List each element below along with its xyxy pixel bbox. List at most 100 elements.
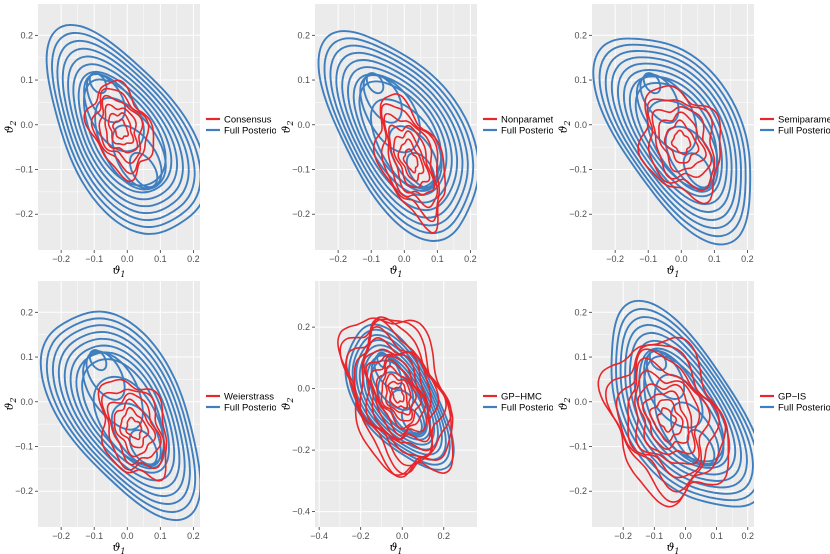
method-contour: [402, 148, 419, 174]
full-posterior-contour: [128, 429, 159, 466]
legend-label: Weierstrass: [224, 392, 274, 403]
x-tick-label: −0.1: [85, 254, 103, 264]
y-axis-title: ϑ2: [280, 398, 295, 411]
y-tick-label: 0.0: [297, 120, 310, 130]
method-contour: [101, 388, 166, 471]
x-tick-label: −0.1: [85, 531, 103, 541]
x-tick-label: −0.2: [52, 531, 70, 541]
method-contour: [369, 355, 427, 437]
x-tick-label: 0.2: [464, 254, 477, 264]
contour-layer: [39, 310, 200, 522]
x-tick-label: −0.2: [352, 531, 370, 541]
full-posterior-contour: [358, 80, 443, 189]
y-axis-title: ϑ2: [3, 398, 18, 411]
y-tick-label: 0.2: [297, 30, 310, 40]
legend-label: Full Posterior: [501, 403, 553, 414]
full-posterior-contour: [67, 55, 184, 208]
method-contour: [663, 119, 700, 164]
x-tick-label: 0.1: [154, 254, 167, 264]
full-posterior-contour: [592, 37, 752, 246]
y-axis-title: ϑ2: [557, 121, 572, 134]
legend-label: Consensus: [224, 115, 272, 126]
y-tick-label: 0.1: [297, 75, 310, 85]
method-contour: [656, 407, 678, 433]
y-axis-title: ϑ2: [280, 121, 295, 134]
y-tick-label: −0.1: [569, 441, 587, 451]
y-tick-label: 0.0: [20, 120, 33, 130]
method-contour: [90, 87, 150, 175]
full-posterior-contour: [111, 124, 163, 190]
y-tick-label: 0.1: [20, 75, 33, 85]
method-contour: [362, 336, 434, 452]
full-posterior-contour: [362, 349, 436, 446]
x-tick-label: −0.2: [329, 254, 347, 264]
x-tick-label: 0.0: [398, 254, 411, 264]
full-posterior-contour: [610, 299, 754, 508]
y-tick-label: 0.2: [20, 307, 33, 317]
legend-label: Full Posterior: [778, 126, 830, 137]
x-tick-label: 0.2: [742, 531, 755, 541]
method-contour: [380, 365, 417, 422]
method-contour: [627, 357, 711, 479]
x-tick-label: −0.2: [52, 254, 70, 264]
x-axis-title: ϑ1: [390, 541, 403, 554]
y-tick-label: 0.2: [574, 30, 587, 40]
full-posterior-contour: [335, 51, 464, 219]
method-contour: [98, 94, 144, 165]
y-tick-label: 0.2: [297, 322, 310, 332]
method-contour: [107, 112, 135, 146]
full-posterior-contour: [88, 349, 108, 372]
method-contour: [372, 93, 447, 234]
x-tick-label: 0.0: [121, 254, 134, 264]
full-posterior-contour: [619, 316, 754, 495]
full-posterior-contour: [75, 351, 170, 474]
chart-gp-hmc: −0.4 −0.2 0.0 0.2 0.2 0.0 −0.2 −0.4 ϑ1 ϑ2 GP−HMCFu…: [280, 281, 553, 554]
method-contour: [641, 390, 690, 451]
method-contour: [390, 386, 405, 404]
method-contour: [104, 103, 139, 154]
method-contour: [97, 378, 168, 482]
x-tick-label: −0.1: [362, 254, 380, 264]
y-tick-label: −0.1: [15, 164, 33, 174]
full-posterior-contour: [604, 50, 742, 230]
method-contour: [119, 406, 150, 449]
legend-label: Nonparametric: [501, 115, 553, 126]
x-tick-label: 0.2: [741, 254, 754, 264]
full-posterior-contour: [365, 72, 385, 95]
legend-label: Semiparametric: [778, 115, 830, 126]
y-tick-label: 0.0: [574, 397, 587, 407]
method-contour: [125, 416, 143, 441]
method-contour: [384, 373, 412, 416]
method-contour: [380, 103, 441, 223]
method-contour: [397, 138, 425, 183]
full-posterior-contour: [624, 324, 748, 489]
y-axis-title: ϑ2: [557, 398, 572, 411]
method-contour: [345, 316, 452, 475]
x-axis-title: ϑ1: [667, 541, 680, 554]
chart-semiparametric: −0.2 −0.1 0.0 0.1 0.2 0.2 0.1 0.0 −0.1 −0.2 ϑ1 ϑ2 Se…: [557, 4, 830, 277]
x-tick-label: −0.2: [614, 531, 632, 541]
x-tick-label: 0.1: [708, 254, 721, 264]
full-posterior-contour: [51, 324, 191, 505]
panel-nonparametric: −0.2 −0.1 0.0 0.1 0.2 0.2 0.1 0.0 −0.1 −0.2 ϑ1 ϑ2 No…: [277, 0, 553, 277]
panel-consensus: −0.2 −0.1 0.0 0.1 0.2 0.2 0.1 0.0 −0.1 −0.2 ϑ1 ϑ2 Co…: [0, 0, 276, 277]
full-posterior-contour: [57, 331, 186, 498]
method-contour: [658, 111, 707, 173]
y-tick-label: 0.0: [574, 120, 587, 130]
y-tick-label: −0.2: [569, 486, 587, 496]
y-tick-label: −0.2: [15, 209, 33, 219]
x-tick-label: 0.0: [675, 254, 688, 264]
y-tick-label: −0.1: [15, 441, 33, 451]
full-posterior-contour: [45, 317, 197, 513]
full-posterior-contour: [615, 308, 754, 502]
legend-label: Full Posterior: [224, 126, 276, 137]
y-tick-label: 0.0: [297, 384, 310, 394]
legend-label: GP−IS: [778, 392, 806, 403]
x-tick-label: −0.4: [310, 531, 328, 541]
full-posterior-contour: [69, 344, 176, 482]
legend-label: Full Posterior: [501, 126, 553, 137]
method-contour: [83, 79, 155, 183]
legend-label: Full Posterior: [778, 403, 830, 414]
x-tick-label: −0.2: [606, 254, 624, 264]
x-tick-label: 0.0: [396, 531, 409, 541]
